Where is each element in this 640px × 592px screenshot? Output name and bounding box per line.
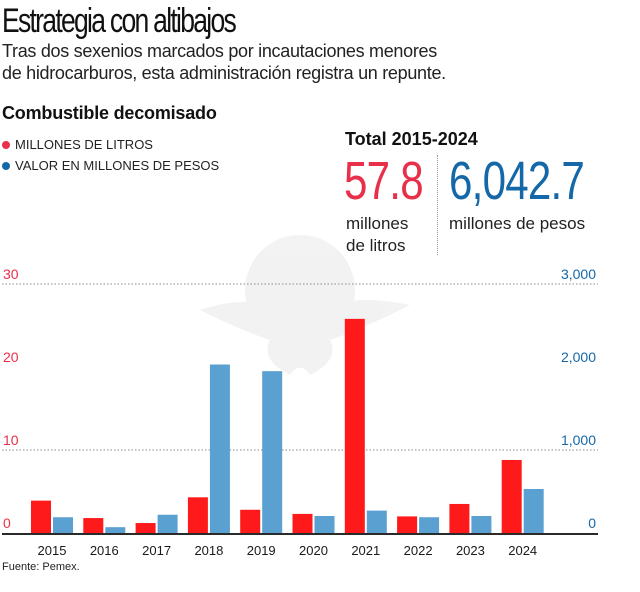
x-tick-label: 2015 [38,543,67,558]
bar-liters [240,509,261,533]
x-tick-label: 2024 [508,543,537,558]
bar-liters [31,500,51,533]
left-tick-label: 20 [3,349,19,365]
subtitle: Tras dos sexenios marcados por incautaci… [2,40,602,84]
bar-liters [344,318,365,533]
right-tick-label: 2,000 [561,349,596,365]
bar-pesos [262,371,283,533]
x-tick-label: 2023 [456,543,485,558]
x-tick-label: 2021 [351,543,380,558]
x-tick-label: 2022 [404,543,433,558]
unit-line: de litros [346,236,406,255]
bar-pesos [53,517,73,533]
bar-liters [449,503,470,533]
bar-liters [501,459,522,533]
right-tick-label: 1,000 [561,432,596,448]
bar-pesos [523,489,544,533]
bar-liters [83,518,104,533]
totals-title: Total 2015-2024 [345,129,478,149]
totals-divider [437,155,438,255]
bar-liters [135,523,156,533]
total-pesos-value: 6,042.7 [449,151,585,211]
x-tick-label: 2019 [247,543,276,558]
x-tick-label: 2016 [90,543,119,558]
right-tick-label: 3,000 [561,266,596,282]
subtitle-line: de hidrocarburos, esta administración re… [2,63,446,83]
x-tick-label: 2017 [142,543,171,558]
bar-pesos [209,364,230,533]
bar-liters [292,513,313,533]
total-pesos-unit: millones de pesos [449,214,586,233]
legend: MILLONES DE LITROS VALOR EN MILLONES DE … [2,134,219,176]
left-tick-label: 0 [3,515,11,531]
bar-pesos [366,510,387,533]
total-liters-value: 57.8 [344,151,424,211]
legend-dot-blue-icon [2,161,10,170]
x-tick-label: 2020 [299,543,328,558]
left-tick-label: 30 [3,266,19,282]
legend-item-liters: MILLONES DE LITROS [2,134,219,155]
left-tick-label: 10 [3,432,19,448]
bar-pesos [471,515,492,533]
bar-pesos [419,517,440,533]
x-tick-label: 2018 [194,543,223,558]
legend-label: VALOR EN MILLONES DE PESOS [15,158,220,173]
legend-label: MILLONES DE LITROS [15,137,153,152]
chart-title: Combustible decomisado [2,103,217,123]
source-note: Fuente: Pemex. [2,561,80,573]
right-tick-label: 0 [588,515,596,531]
bar-pesos [157,514,178,533]
bar-liters [187,497,208,533]
total-liters-unit: millones de litros [346,213,408,257]
bar-pesos [314,515,335,533]
bar-liters [397,516,418,533]
subtitle-line: Tras dos sexenios marcados por incautaci… [2,41,437,61]
watermark-eagle-icon [200,235,410,375]
bar-pesos [105,527,126,533]
unit-line: millones [346,214,409,233]
page-title: Estrategia con altibajos [2,2,237,40]
legend-item-pesos: VALOR EN MILLONES DE PESOS [2,155,219,176]
legend-dot-red-icon [2,140,10,149]
